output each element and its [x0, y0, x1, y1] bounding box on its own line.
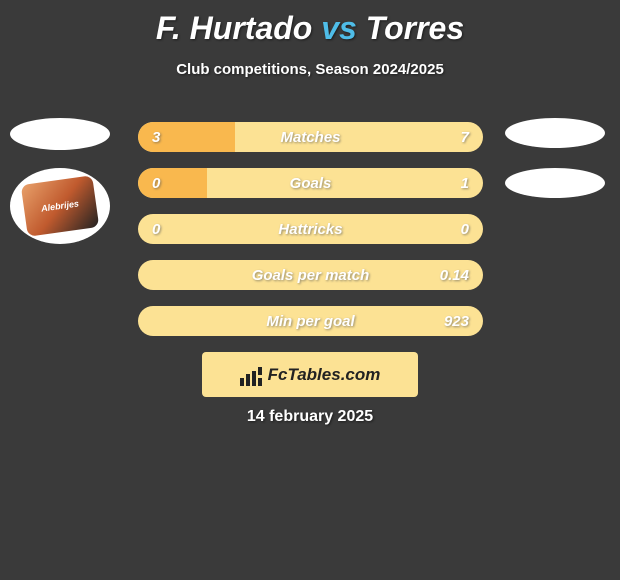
stat-right-value: 7 [461, 129, 469, 146]
stat-label: Goals [138, 175, 483, 192]
stat-row-gpm: Goals per match 0.14 [138, 260, 483, 290]
stat-label: Goals per match [138, 267, 483, 284]
stats-container: 3 Matches 7 0 Goals 1 0 Hattricks 0 Goal… [138, 122, 483, 352]
subtitle: Club competitions, Season 2024/2025 [0, 61, 620, 78]
player2-club-placeholder [505, 168, 605, 198]
stat-row-goals: 0 Goals 1 [138, 168, 483, 198]
player1-club-badge: Alebrijes [10, 168, 110, 244]
club-badge-text: Alebrijes [21, 175, 100, 237]
brand-badge[interactable]: FcTables.com [202, 352, 418, 397]
stat-right-value: 1 [461, 175, 469, 192]
stat-row-matches: 3 Matches 7 [138, 122, 483, 152]
brand-text: FcTables.com [268, 365, 381, 385]
player2-avatar-placeholder [505, 118, 605, 148]
stat-right-value: 923 [444, 313, 469, 330]
player1-name: F. Hurtado [156, 10, 312, 46]
right-avatars [505, 118, 610, 218]
player1-avatar-placeholder [10, 118, 110, 150]
player2-name: Torres [366, 10, 464, 46]
left-avatars: Alebrijes [10, 118, 115, 244]
stat-label: Hattricks [138, 221, 483, 238]
stat-row-mpg: Min per goal 923 [138, 306, 483, 336]
brand-chart-icon [240, 364, 262, 386]
comparison-title: F. Hurtado vs Torres [0, 0, 620, 47]
stat-right-value: 0.14 [440, 267, 469, 284]
vs-text: vs [321, 10, 357, 46]
date-line: 14 february 2025 [0, 408, 620, 426]
stat-row-hattricks: 0 Hattricks 0 [138, 214, 483, 244]
stat-label: Min per goal [138, 313, 483, 330]
stat-label: Matches [138, 129, 483, 146]
stat-right-value: 0 [461, 221, 469, 238]
